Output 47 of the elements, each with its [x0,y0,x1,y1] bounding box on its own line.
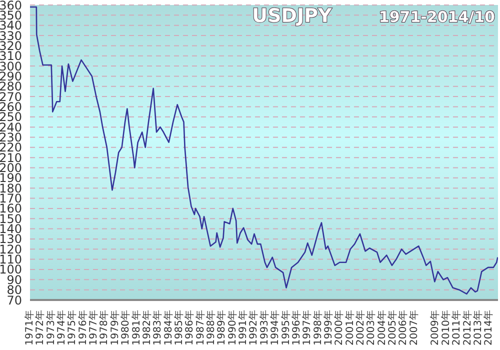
x-tick-label: 1983年 [152,310,164,346]
x-tick-label: 1997年 [301,310,314,346]
x-tick-label: 1989年 [216,310,228,346]
x-tick-label: 1978年 [98,310,110,346]
x-tick-label: 1991年 [237,310,250,346]
x-tick-label: 2000年 [333,310,346,346]
x-tick-label: 2006年 [397,310,410,346]
x-tick-label: 1972年 [34,310,46,346]
x-tick-label: 1979年 [108,310,121,346]
x-tick-label: 1974年 [56,310,68,346]
x-tick-label: 1992年 [248,310,260,346]
x-tick-label: 1986年 [184,310,196,346]
x-tick-label: 1994年 [269,310,282,346]
x-tick-label: 1977年 [88,310,100,346]
x-tick-label: 2012年 [461,310,474,346]
x-tick-label: 2001年 [344,310,356,346]
x-tick-label: 2010年 [440,310,452,346]
x-tick-label: 1971年 [24,310,36,346]
x-tick-label: 2005年 [386,310,399,346]
x-tick-label: 1976年 [76,310,89,346]
x-tick-label: 1996年 [290,310,302,346]
chart-subtitle: 1971-2014/10 [378,8,495,26]
x-tick-label: 2011年 [450,310,463,346]
x-tick-label: 2014年 [482,310,495,346]
x-tick-label: 1973年 [44,310,57,346]
x-tick-label: 1984年 [162,310,174,346]
x-tick-label: 1987年 [194,310,206,346]
x-tick-label: 1995年 [280,310,292,346]
x-tick-label: 2002年 [354,310,367,346]
x-tick-label: 2004年 [376,310,388,346]
x-tick-label: 2007年 [408,310,420,346]
line-series [30,6,498,295]
x-tick-label: 1985年 [172,310,185,346]
x-tick-label: 1975年 [66,310,78,346]
x-tick-label: 1981年 [130,310,142,346]
x-tick-label: 2009年 [429,310,442,346]
x-tick-label: 1982年 [140,310,153,346]
x-tick-label: 1988年 [205,310,218,346]
x-tick-label: 1998年 [312,310,324,346]
x-tick-label: 1990年 [226,310,238,346]
x-tick-label: 2013年 [472,310,484,346]
y-tick-label: 70 [6,293,22,308]
chart-title: USDJPY [252,5,332,27]
x-tick-label: 1993年 [258,310,270,346]
x-tick-label: 1999年 [322,310,334,346]
x-tick-label: 2003年 [365,310,378,346]
x-tick-label: 1980年 [120,310,132,346]
